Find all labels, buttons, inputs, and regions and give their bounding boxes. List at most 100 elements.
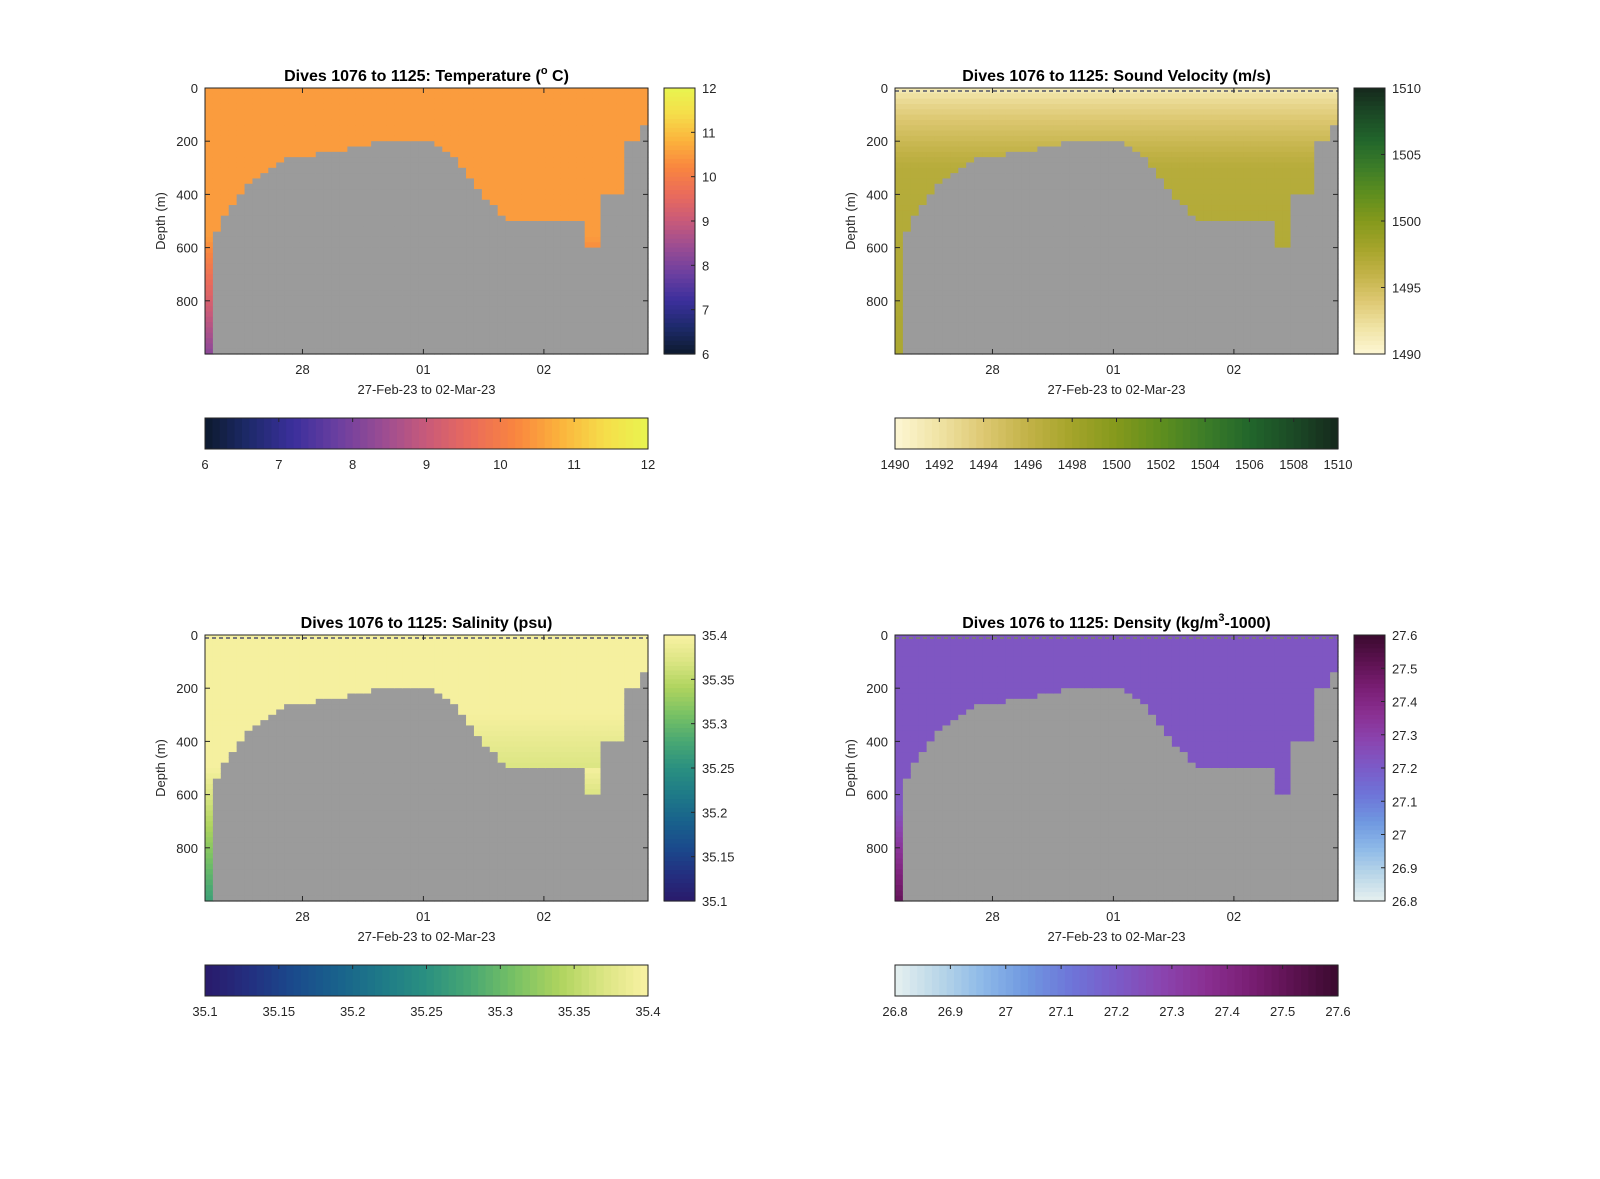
heatmap-cell: [902, 221, 912, 227]
heatmap-cell: [458, 194, 467, 201]
heatmap-cell: [560, 306, 570, 313]
heatmap-cell: [592, 247, 602, 254]
heatmap-cell: [1045, 247, 1054, 254]
heatmap-cell: [212, 93, 222, 100]
heatmap-cell: [1005, 274, 1015, 281]
heatmap-cell: [371, 194, 380, 201]
heatmap-cell: [1037, 247, 1046, 254]
heatmap-cell: [1029, 279, 1038, 286]
heatmap-cell: [1187, 338, 1197, 344]
heatmap-cell: [244, 189, 254, 195]
heatmap-cell: [489, 221, 499, 227]
heatmap-cell: [934, 135, 944, 142]
heatmap-cell: [339, 135, 348, 142]
heatmap-cell: [497, 210, 507, 217]
heatmap-cell: [244, 205, 254, 211]
heatmap-cell: [379, 284, 388, 291]
heatmap-cell: [481, 125, 491, 132]
heatmap-cell: [1179, 236, 1189, 243]
heatmap-cell: [902, 300, 912, 307]
heatmap-cell: [910, 226, 920, 233]
heatmap-cell: [386, 157, 396, 164]
heatmap-cell: [426, 183, 436, 190]
heatmap-cell: [418, 88, 428, 94]
heatmap-cell: [489, 242, 499, 249]
heatmap-cell: [1069, 157, 1078, 164]
heatmap-cell: [1005, 311, 1015, 318]
heatmap-cell: [292, 226, 301, 233]
heatmap-cell: [505, 183, 515, 190]
heatmap-cell: [1021, 290, 1031, 297]
heatmap-cell: [379, 247, 388, 254]
heatmap-cell: [1124, 178, 1133, 185]
heatmap-cell: [497, 141, 507, 148]
heatmap-cell: [1148, 135, 1157, 142]
heatmap-cell: [608, 279, 617, 286]
heatmap-cell: [934, 103, 944, 110]
heatmap-cell: [1061, 332, 1070, 339]
heatmap-cell: [410, 130, 420, 137]
heatmap-cell: [529, 295, 538, 302]
heatmap-cell: [505, 274, 515, 281]
heatmap-cell: [1187, 205, 1197, 211]
heatmap-cell: [934, 274, 944, 281]
colorbar-segment: [664, 305, 695, 311]
heatmap-cell: [1171, 295, 1181, 302]
heatmap-cell: [950, 338, 959, 344]
heatmap-cell: [1171, 146, 1181, 153]
heatmap-cell: [481, 268, 491, 275]
heatmap-cell: [942, 157, 951, 164]
heatmap-cell: [1045, 157, 1054, 164]
heatmap-cell: [1100, 306, 1110, 313]
heatmap-cell: [481, 311, 491, 318]
heatmap-cell: [252, 290, 261, 297]
colorbar-segment: [404, 418, 413, 449]
heatmap-cell: [212, 119, 222, 126]
heatmap-cell: [966, 141, 975, 148]
heatmap-cell: [450, 311, 459, 318]
heatmap-cell: [466, 295, 475, 302]
heatmap-cell: [1148, 146, 1157, 153]
heatmap-cell: [244, 173, 254, 180]
heatmap-cell: [355, 135, 364, 142]
heatmap-cell: [260, 343, 269, 350]
heatmap-cell: [268, 263, 277, 270]
heatmap-cell: [450, 162, 459, 169]
heatmap-cell: [1163, 162, 1173, 169]
heatmap-cell: [323, 183, 333, 190]
heatmap-cell: [450, 274, 459, 281]
heatmap-cell: [505, 141, 515, 148]
heatmap-cell: [489, 135, 499, 142]
heatmap-cell: [1163, 141, 1173, 148]
heatmap-cell: [505, 247, 515, 254]
heatmap-cell: [1140, 348, 1149, 355]
heatmap-cell: [489, 103, 499, 110]
heatmap-cell: [958, 221, 967, 227]
heatmap-cell: [1092, 103, 1102, 110]
heatmap-cell: [958, 141, 967, 148]
heatmap-cell: [568, 210, 578, 217]
heatmap-cell: [418, 268, 428, 275]
heatmap-cell: [560, 119, 570, 126]
heatmap-cell: [260, 332, 269, 339]
heatmap-cell: [1084, 109, 1094, 116]
heatmap-cell: [974, 322, 983, 328]
heatmap-cell: [910, 236, 920, 243]
heatmap-cell: [1116, 157, 1126, 164]
heatmap-cell: [331, 141, 341, 148]
heatmap-cell: [616, 332, 625, 339]
heatmap-cell: [1021, 88, 1031, 94]
heatmap-cell: [1195, 130, 1205, 137]
colorbar-segment: [522, 418, 531, 449]
heatmap-cell: [410, 279, 420, 286]
heatmap-cell: [1013, 151, 1023, 158]
heatmap-cell: [529, 141, 538, 148]
heatmap-cell: [545, 167, 554, 174]
heatmap-cell: [450, 322, 459, 328]
heatmap-cell: [236, 327, 246, 334]
heatmap-cell: [1187, 157, 1197, 164]
heatmap-cell: [1069, 290, 1078, 297]
heatmap-cell: [268, 231, 277, 238]
heatmap-cell: [1124, 167, 1133, 174]
heatmap-cell: [299, 268, 309, 275]
